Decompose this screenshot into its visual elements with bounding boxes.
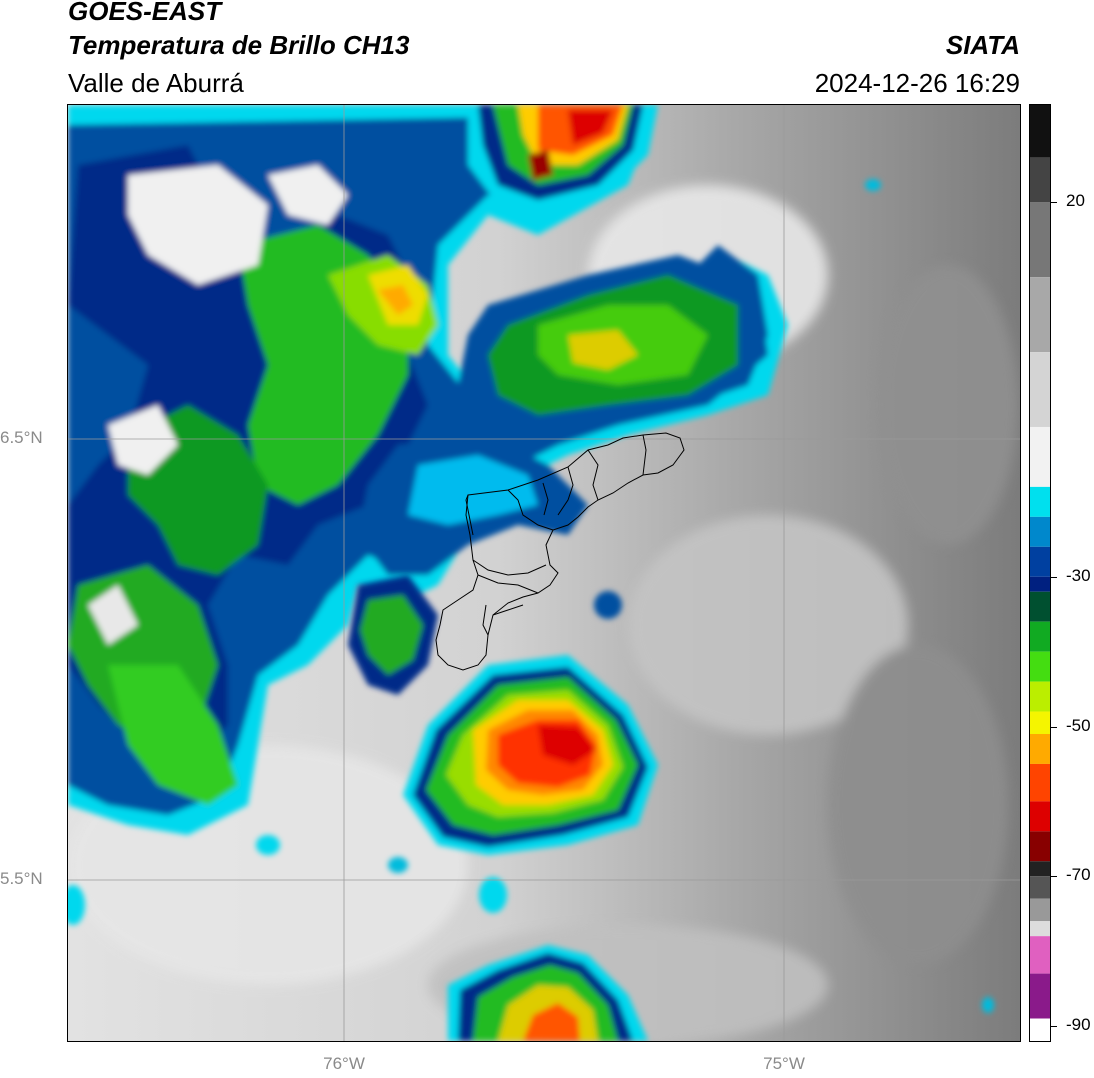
temperature-colorbar [1030,105,1050,1041]
colorbar-band [1030,202,1050,278]
colorbar-tick-label: 20 [1066,191,1085,211]
timestamp-label: 2024-12-26 16:29 [814,68,1020,98]
colorbar-band [1030,733,1050,764]
colorbar-tick [1050,576,1057,578]
colorbar-band [1030,352,1050,427]
map-gridlines [68,105,1020,1041]
colorbar-band [1030,681,1050,712]
colorbar-tick [1050,876,1057,878]
lon-label-76: 76°W [323,1054,365,1073]
title-satellite: GOES-EAST [68,0,222,26]
colorbar-tick [1050,202,1057,204]
valle-aburra-boundaries [435,432,685,671]
colorbar-band [1030,516,1050,547]
colorbar-band [1030,921,1050,937]
colorbar-band [1030,711,1050,734]
title-product: Temperatura de Brillo CH13 [68,30,410,60]
colorbar-tick [1050,726,1057,728]
colorbar-band [1030,831,1050,862]
brand-label: SIATA [945,30,1020,60]
satellite-map [68,105,1020,1041]
colorbar-band [1030,651,1050,682]
colorbar-band [1030,486,1050,517]
colorbar-band [1030,426,1050,487]
lat-label-6-5: 6.5°N [0,428,43,447]
lat-label-5-5: 5.5°N [0,869,43,888]
brightness-temperature-field [68,105,1020,1041]
colorbar-band [1030,576,1050,592]
colorbar-band [1030,277,1050,353]
colorbar-band [1030,876,1050,899]
colorbar-tick-label: -70 [1066,865,1091,885]
colorbar-band [1030,1018,1050,1041]
colorbar-band [1030,621,1050,652]
colorbar-band [1030,898,1050,922]
colorbar-band [1030,973,1050,1019]
colorbar-gradient [1030,105,1050,1041]
region-label: Valle de Aburrá [68,68,244,98]
colorbar-band [1030,105,1050,158]
colorbar-band [1030,801,1050,832]
colorbar-band [1030,546,1050,577]
colorbar-band [1030,861,1050,877]
colorbar-tick-label: -50 [1066,715,1091,735]
colorbar-tick [1050,1026,1057,1028]
colorbar-tick-label: -30 [1066,565,1091,585]
colorbar-band [1030,157,1050,203]
colorbar-tick-label: -90 [1066,1015,1091,1035]
colorbar-band [1030,936,1050,974]
colorbar-band [1030,591,1050,622]
lon-label-75: 75°W [763,1054,805,1073]
colorbar-band [1030,763,1050,802]
